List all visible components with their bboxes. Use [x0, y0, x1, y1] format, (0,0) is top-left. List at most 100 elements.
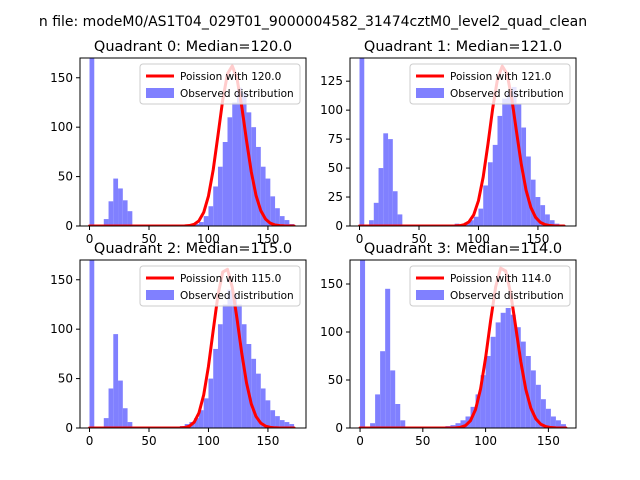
quadrant-title: Quadrant 1: Median=121.0 [364, 39, 562, 55]
histogram-bar [475, 394, 481, 428]
histogram-bar [400, 420, 406, 428]
histogram-bar [505, 308, 511, 428]
histogram-bar [246, 344, 252, 428]
histogram-bar [213, 348, 218, 428]
histogram-bar [460, 420, 466, 428]
histogram-bar [483, 185, 488, 226]
histogram-bar [198, 222, 204, 226]
histogram-bar [530, 179, 536, 226]
histogram-bar [511, 86, 517, 226]
histogram-bar [256, 373, 261, 428]
histogram-bar [487, 162, 493, 226]
histogram-bar [118, 188, 123, 226]
x-tick-label: 0 [86, 232, 94, 246]
legend: Poission with 114.0 Observed distribution [409, 265, 571, 307]
y-tick-label: 50 [58, 372, 73, 386]
histogram-bar [203, 398, 209, 428]
quadrant-title: Quadrant 2: Median=115.0 [94, 241, 292, 257]
y-tick-label: 150 [50, 273, 73, 287]
histogram-bar [113, 334, 119, 428]
histogram-bar [360, 260, 366, 428]
histogram-bar [89, 58, 95, 226]
legend: Poission with 120.0 Observed distribution [139, 63, 301, 105]
x-tick-label: 50 [415, 434, 430, 448]
quadrant-title: Quadrant 3: Median=114.0 [364, 241, 562, 257]
histogram-bar [560, 424, 566, 428]
histogram-bar [275, 416, 280, 428]
histogram-bar [507, 92, 512, 226]
legend-line-label: Poission with 121.0 [450, 71, 551, 83]
histogram-bar [227, 289, 233, 428]
histogram-bar [122, 200, 128, 226]
histogram-bar [516, 104, 522, 226]
histogram-bar [113, 178, 119, 226]
axes-frame [79, 57, 307, 227]
histogram-bar [535, 384, 541, 428]
histogram-bar [549, 220, 555, 226]
histogram-bar [383, 133, 389, 226]
legend-bar-label: Observed distribution [450, 290, 564, 302]
x-tick-label: 0 [86, 434, 94, 448]
x-tick-label: 150 [537, 434, 560, 448]
histogram-bar [265, 400, 271, 428]
histogram-bar [194, 224, 199, 226]
legend-bar-swatch [146, 88, 174, 98]
histogram-bar [495, 322, 501, 428]
histogram-bar [208, 378, 214, 428]
histogram-bar [540, 399, 546, 428]
y-tick-label: 50 [58, 170, 73, 184]
histogram-bar [194, 418, 199, 428]
y-tick-label: 50 [328, 161, 343, 175]
histogram-bar [217, 324, 223, 428]
histogram-bar [237, 304, 242, 428]
axes-frame [349, 57, 577, 227]
histogram-bar [260, 166, 266, 226]
y-tick-label: 100 [320, 103, 343, 117]
histogram-bar [359, 58, 365, 226]
y-tick-label: 0 [65, 421, 73, 435]
histogram-bar [289, 424, 295, 428]
histogram-bar [246, 112, 252, 226]
histogram-bar [260, 388, 266, 428]
quadrant-3-panel: 0 50 100 150 0 50 100 150 Poission with 114.0 Obs… [320, 241, 577, 448]
quadrant-2-panel: 0 50 100 150 0 50 100 150 Poission with 115.0 Obs… [50, 241, 307, 448]
axes-frame [79, 259, 307, 429]
histogram-bar [545, 214, 550, 226]
histogram-bar [395, 404, 401, 428]
y-tick-label: 100 [320, 325, 343, 339]
histogram-bar [279, 216, 285, 226]
histogram-bar [270, 410, 276, 428]
legend-line-label: Poission with 120.0 [180, 71, 281, 83]
histogram-bar [497, 115, 503, 226]
histogram-bar [284, 422, 290, 428]
quadrant-1-panel: 0 50 100 150 0 25 50 75 100 125 Poission with 121.… [320, 39, 577, 246]
plot-area [358, 58, 566, 226]
histogram-bar [232, 294, 238, 428]
histogram-bar [251, 358, 257, 428]
y-tick-label: 75 [328, 132, 343, 146]
histogram-bar [127, 422, 133, 428]
histogram-bar [530, 370, 536, 428]
histogram-bar [89, 260, 95, 428]
y-tick-label: 125 [320, 74, 343, 88]
histogram-bar [526, 156, 531, 226]
legend-bar-label: Observed distribution [180, 88, 294, 100]
histogram-bar [256, 146, 261, 226]
histogram-bar [203, 216, 209, 226]
plot-area [88, 58, 296, 226]
x-tick-label: 50 [141, 232, 156, 246]
histogram-bar [535, 197, 541, 226]
y-tick-label: 100 [50, 322, 73, 336]
quadrant-title: Quadrant 0: Median=120.0 [94, 39, 292, 55]
histogram-bar [241, 92, 247, 226]
legend-bar-swatch [416, 88, 444, 98]
histogram-bar [208, 206, 214, 226]
histogram-bar [127, 211, 133, 226]
histogram-bar [515, 327, 521, 428]
histogram-bar [103, 418, 109, 428]
histogram-bar [392, 191, 398, 226]
x-tick-label: 0 [356, 434, 364, 448]
y-tick-label: 150 [320, 277, 343, 291]
histogram-bar [397, 214, 403, 226]
